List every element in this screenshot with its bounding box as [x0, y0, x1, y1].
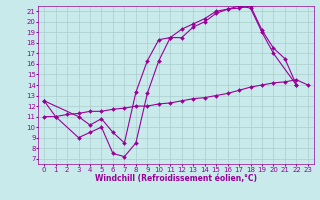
X-axis label: Windchill (Refroidissement éolien,°C): Windchill (Refroidissement éolien,°C) [95, 174, 257, 183]
